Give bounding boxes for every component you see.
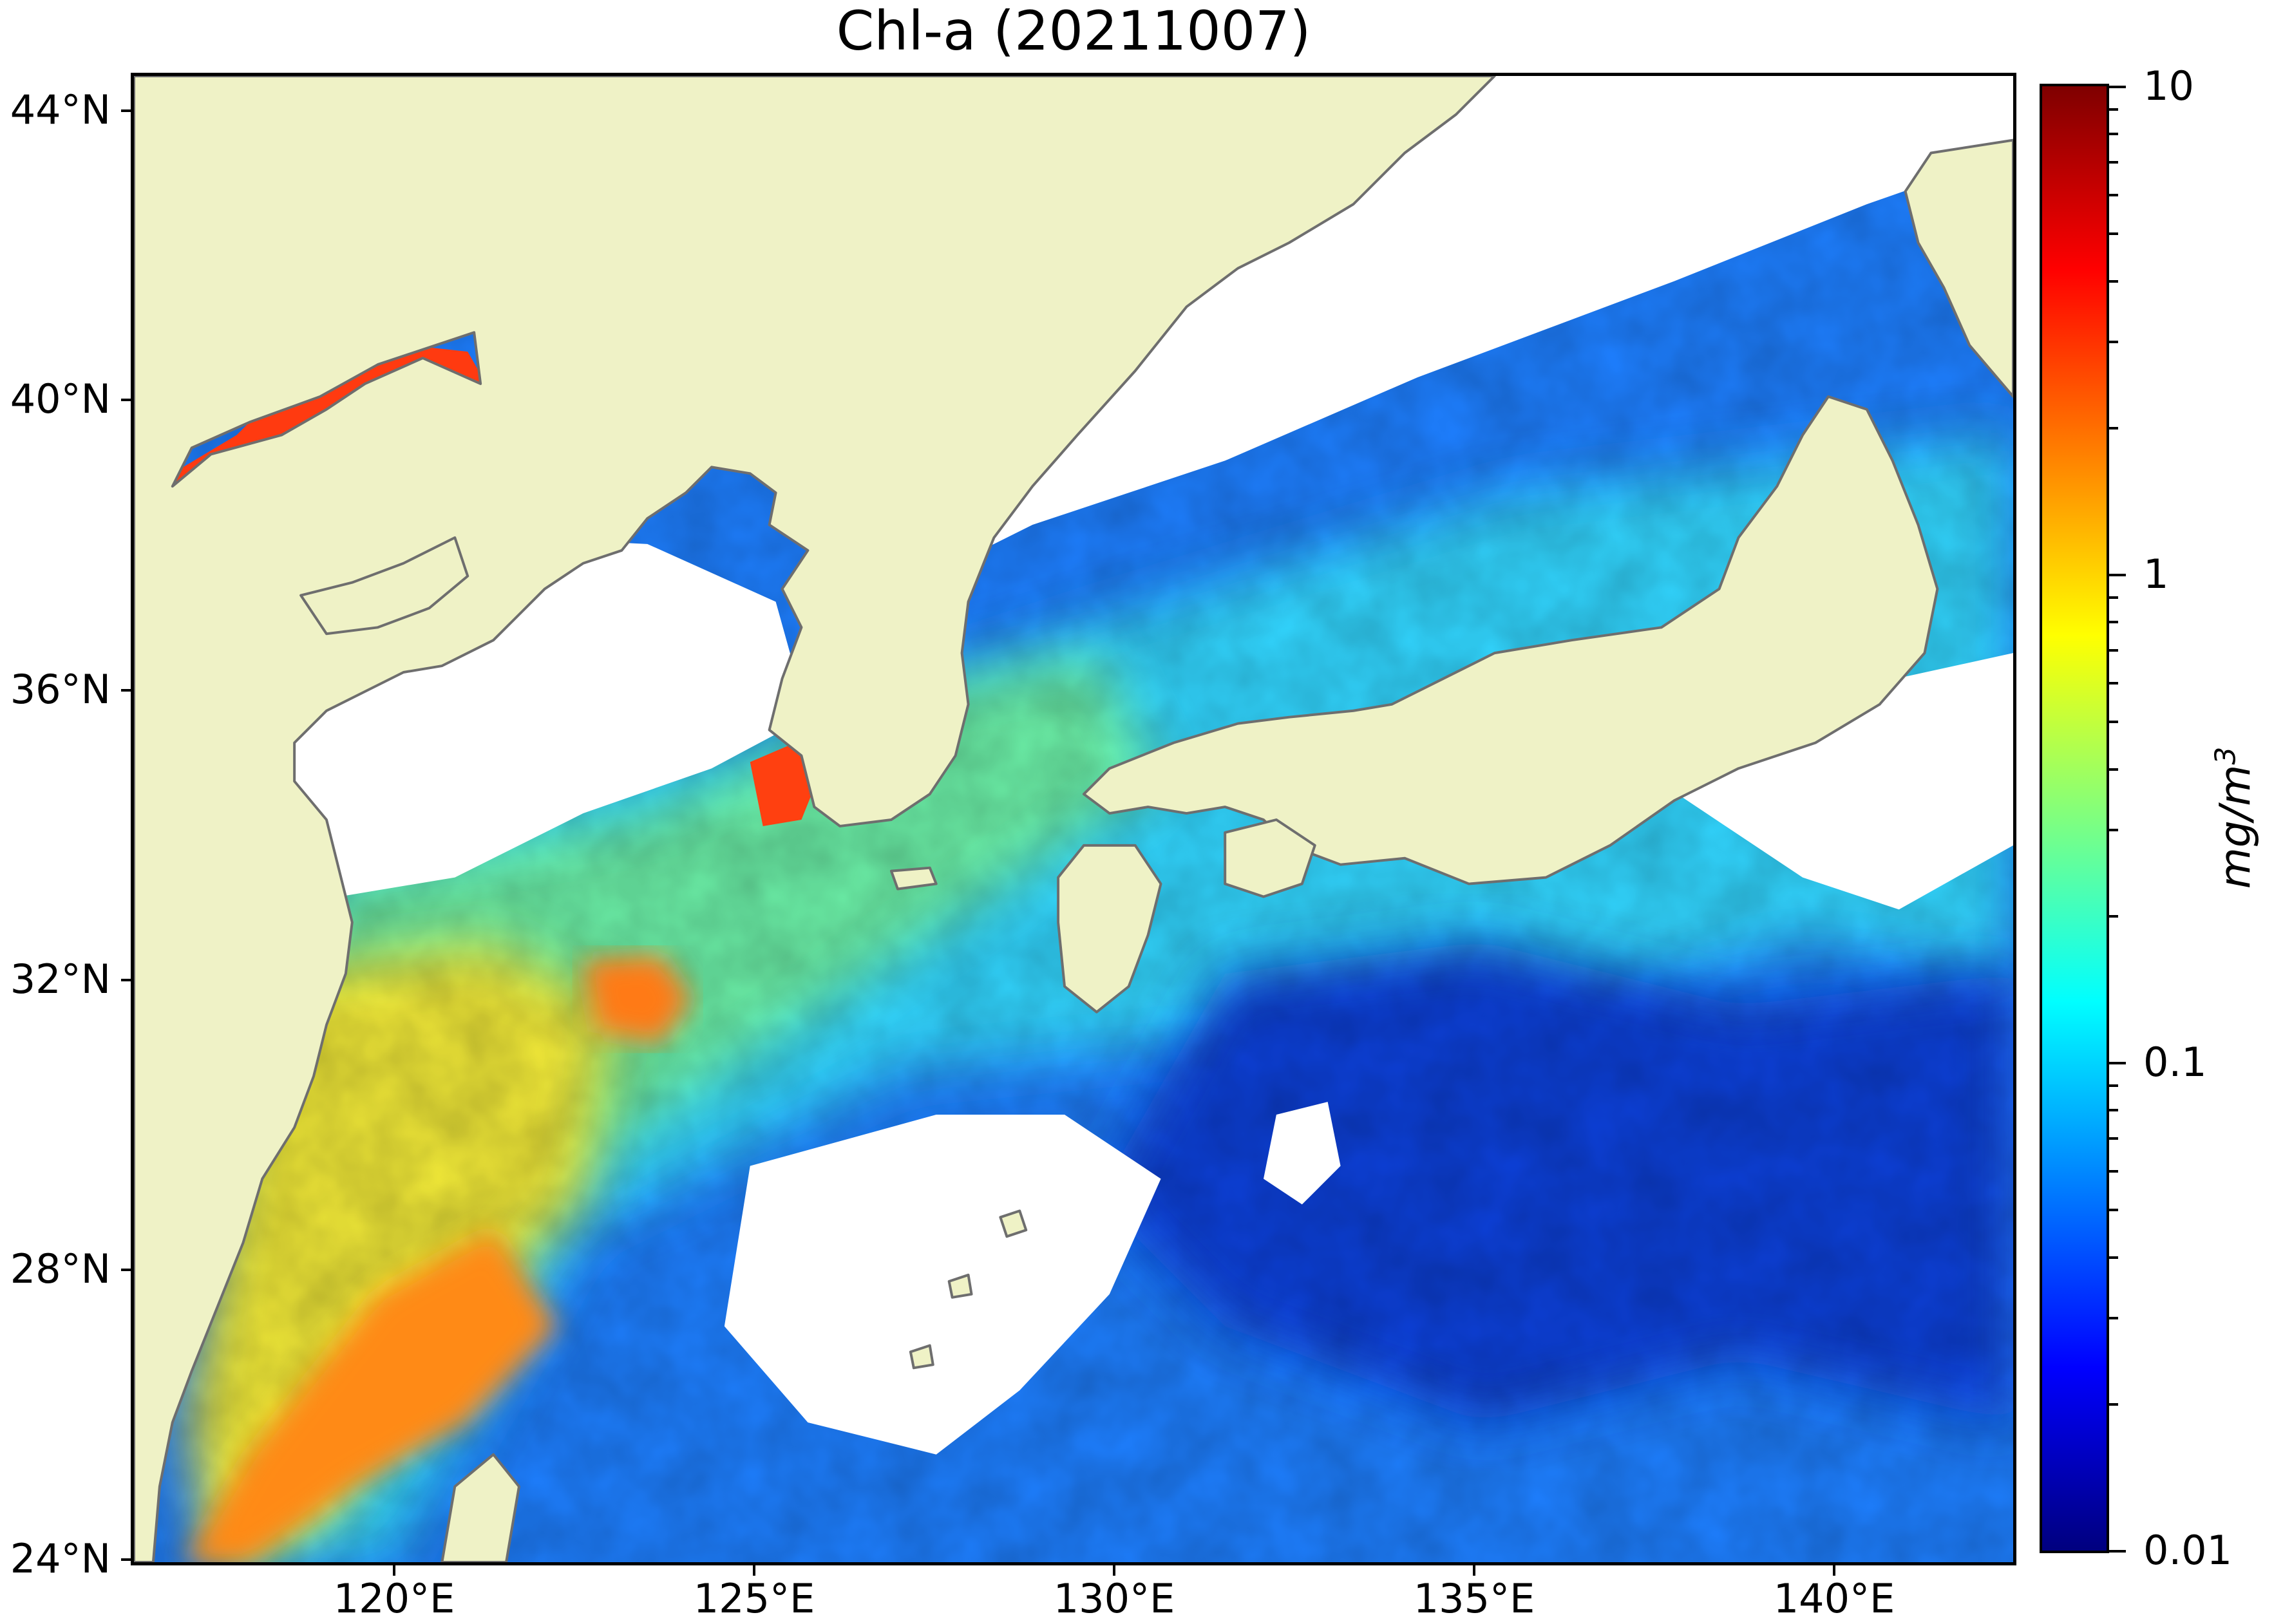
land-asia-mainland <box>134 76 1496 1562</box>
colorbar-minor-tick <box>2109 1170 2118 1173</box>
colorbar-label-10: 10 <box>2143 62 2194 109</box>
lat-tick-28n <box>121 1269 131 1271</box>
colorbar-minor-tick <box>2109 596 2118 599</box>
lat-label-28n: 28°N <box>10 1245 111 1292</box>
map-canvas <box>134 76 2013 1562</box>
lon-tick-125e <box>753 1565 755 1576</box>
colorbar-minor-tick <box>2109 133 2118 135</box>
land-jeju-island <box>889 866 938 891</box>
colorbar-label-0-1: 0.1 <box>2143 1039 2207 1086</box>
colorbar-label-0-01: 0.01 <box>2143 1527 2233 1574</box>
lat-tick-44n <box>121 109 131 112</box>
lat-label-24n: 24°N <box>10 1535 111 1582</box>
lon-label-140e: 140°E <box>1773 1575 1895 1622</box>
colorbar-major-tick-0-1 <box>2109 1062 2126 1064</box>
lat-label-44n: 44°N <box>10 86 111 133</box>
colorbar-minor-tick <box>2109 649 2118 652</box>
colorbar-minor-tick <box>2109 1256 2118 1259</box>
lon-tick-120e <box>393 1565 395 1576</box>
colorbar-minor-tick <box>2109 768 2118 771</box>
figure-title: Chl-a (20211007) <box>836 0 1311 62</box>
lat-tick-32n <box>121 979 131 981</box>
lon-label-120e: 120°E <box>333 1575 455 1622</box>
colorbar-minor-tick <box>2109 232 2118 235</box>
land-japan-honshu <box>1082 395 1939 885</box>
colorbar-minor-tick <box>2109 915 2118 918</box>
cloud-mask-south <box>724 1115 1161 1455</box>
colorbar-minor-tick <box>2109 194 2118 196</box>
colorbar-unit-superscript: 3 <box>2209 746 2242 765</box>
colorbar-minor-tick <box>2109 280 2118 283</box>
colorbar-minor-tick <box>2109 161 2118 164</box>
lon-tick-130e <box>1113 1565 1115 1576</box>
cloud-mask-offshore <box>1263 1102 1341 1205</box>
lat-tick-36n <box>121 689 131 692</box>
colorbar-minor-tick <box>2109 108 2118 111</box>
colorbar-major-tick-1 <box>2109 574 2126 576</box>
colorbar-minor-tick <box>2109 1317 2118 1319</box>
lat-label-40n: 40°N <box>10 375 111 422</box>
cloud-mask-east <box>1610 653 2013 910</box>
land-ryukyu-islands <box>909 1209 1028 1370</box>
map-panel <box>131 73 2016 1565</box>
colorbar-major-tick-10 <box>2109 86 2126 88</box>
colorbar-minor-tick <box>2109 621 2118 623</box>
colorbar-minor-tick <box>2109 721 2118 723</box>
colorbar-minor-tick <box>2109 1109 2118 1111</box>
colorbar-minor-tick <box>2109 1084 2118 1087</box>
colorbar-minor-tick <box>2109 682 2118 685</box>
lon-label-125e: 125°E <box>693 1575 815 1622</box>
lon-tick-140e <box>1833 1565 1835 1576</box>
korea-west-coast-high-chl <box>750 742 815 826</box>
land-japan-kyushu <box>1057 844 1162 1014</box>
colorbar-unit-label: mg/m3 <box>2210 747 2260 889</box>
land-taiwan <box>440 1453 520 1562</box>
lon-label-135e: 135°E <box>1413 1575 1535 1622</box>
colorbar-minor-tick <box>2109 1403 2118 1406</box>
lat-label-32n: 32°N <box>10 956 111 1003</box>
lat-tick-24n <box>121 1558 131 1561</box>
colorbar-minor-tick <box>2109 1137 2118 1140</box>
china-coast-orange <box>185 1230 558 1562</box>
colorbar-minor-tick <box>2109 829 2118 831</box>
colorbar-minor-tick <box>2109 1209 2118 1211</box>
lon-label-130e: 130°E <box>1053 1575 1175 1622</box>
colorbar-minor-tick <box>2109 427 2118 430</box>
lat-tick-40n <box>121 399 131 401</box>
land-japan-shikoku <box>1224 818 1316 898</box>
colorbar-major-tick-0-01 <box>2109 1550 2126 1553</box>
colorbar <box>2040 84 2109 1553</box>
land-japan-hokkaido <box>1904 138 2013 398</box>
lon-tick-135e <box>1473 1565 1475 1576</box>
yangtze-plume-orange <box>583 954 693 1044</box>
colorbar-unit-main: mg/m <box>2210 764 2260 889</box>
lat-label-36n: 36°N <box>10 666 111 713</box>
colorbar-minor-tick <box>2109 341 2118 343</box>
colorbar-label-1: 1 <box>2143 551 2169 598</box>
